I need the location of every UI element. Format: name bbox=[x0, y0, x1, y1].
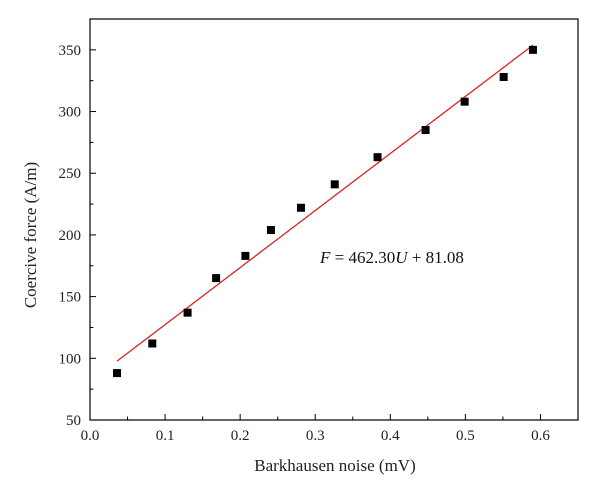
x-axis-title: Barkhausen noise (mV) bbox=[254, 456, 415, 475]
y-tick-label: 100 bbox=[59, 351, 82, 367]
x-tick-label: 0.3 bbox=[306, 428, 325, 444]
data-point bbox=[296, 203, 305, 212]
data-point bbox=[499, 72, 508, 81]
equation-middle: = 462.30 bbox=[330, 248, 395, 267]
axes bbox=[89, 18, 579, 421]
data-point bbox=[528, 45, 537, 54]
data-point bbox=[148, 339, 157, 348]
y-tick-label: 300 bbox=[59, 105, 82, 121]
fit-line bbox=[116, 44, 534, 362]
data-point bbox=[373, 153, 382, 162]
equation-tail: + 81.08 bbox=[408, 248, 464, 267]
y-tick-label: 150 bbox=[59, 290, 82, 306]
data-point bbox=[113, 369, 122, 378]
y-tick-labels: 50 100 150 200 250 300 350 bbox=[59, 43, 82, 429]
y-tick-label: 200 bbox=[59, 228, 82, 244]
x-tick-label: 0.1 bbox=[156, 428, 175, 444]
x-tick-label: 0.5 bbox=[456, 428, 475, 444]
equation-u-variable: U bbox=[395, 248, 409, 267]
data-point bbox=[460, 97, 469, 106]
y-axis-title: Coercive force (A/m) bbox=[21, 162, 40, 308]
data-point bbox=[421, 126, 430, 135]
x-tick-label: 0.4 bbox=[381, 428, 400, 444]
y-tick-label: 50 bbox=[66, 413, 81, 429]
plot-frame bbox=[89, 18, 579, 421]
y-tick-label: 250 bbox=[59, 166, 82, 182]
x-tick-label: 0.6 bbox=[531, 428, 550, 444]
data-point bbox=[241, 251, 250, 260]
x-tick-label: 0.2 bbox=[231, 428, 250, 444]
x-tick-labels: 0.0 0.1 0.2 0.3 0.4 0.5 0.6 bbox=[81, 428, 551, 444]
data-point bbox=[266, 225, 275, 234]
y-tick-label: 350 bbox=[59, 43, 82, 59]
equation-f-variable: F bbox=[319, 248, 331, 267]
data-point bbox=[183, 308, 192, 317]
fit-equation: F = 462.30U + 81.08 bbox=[319, 248, 464, 267]
data-point bbox=[330, 180, 339, 189]
data-points bbox=[113, 45, 537, 378]
x-tick-label: 0.0 bbox=[81, 428, 100, 444]
data-point bbox=[212, 274, 221, 283]
